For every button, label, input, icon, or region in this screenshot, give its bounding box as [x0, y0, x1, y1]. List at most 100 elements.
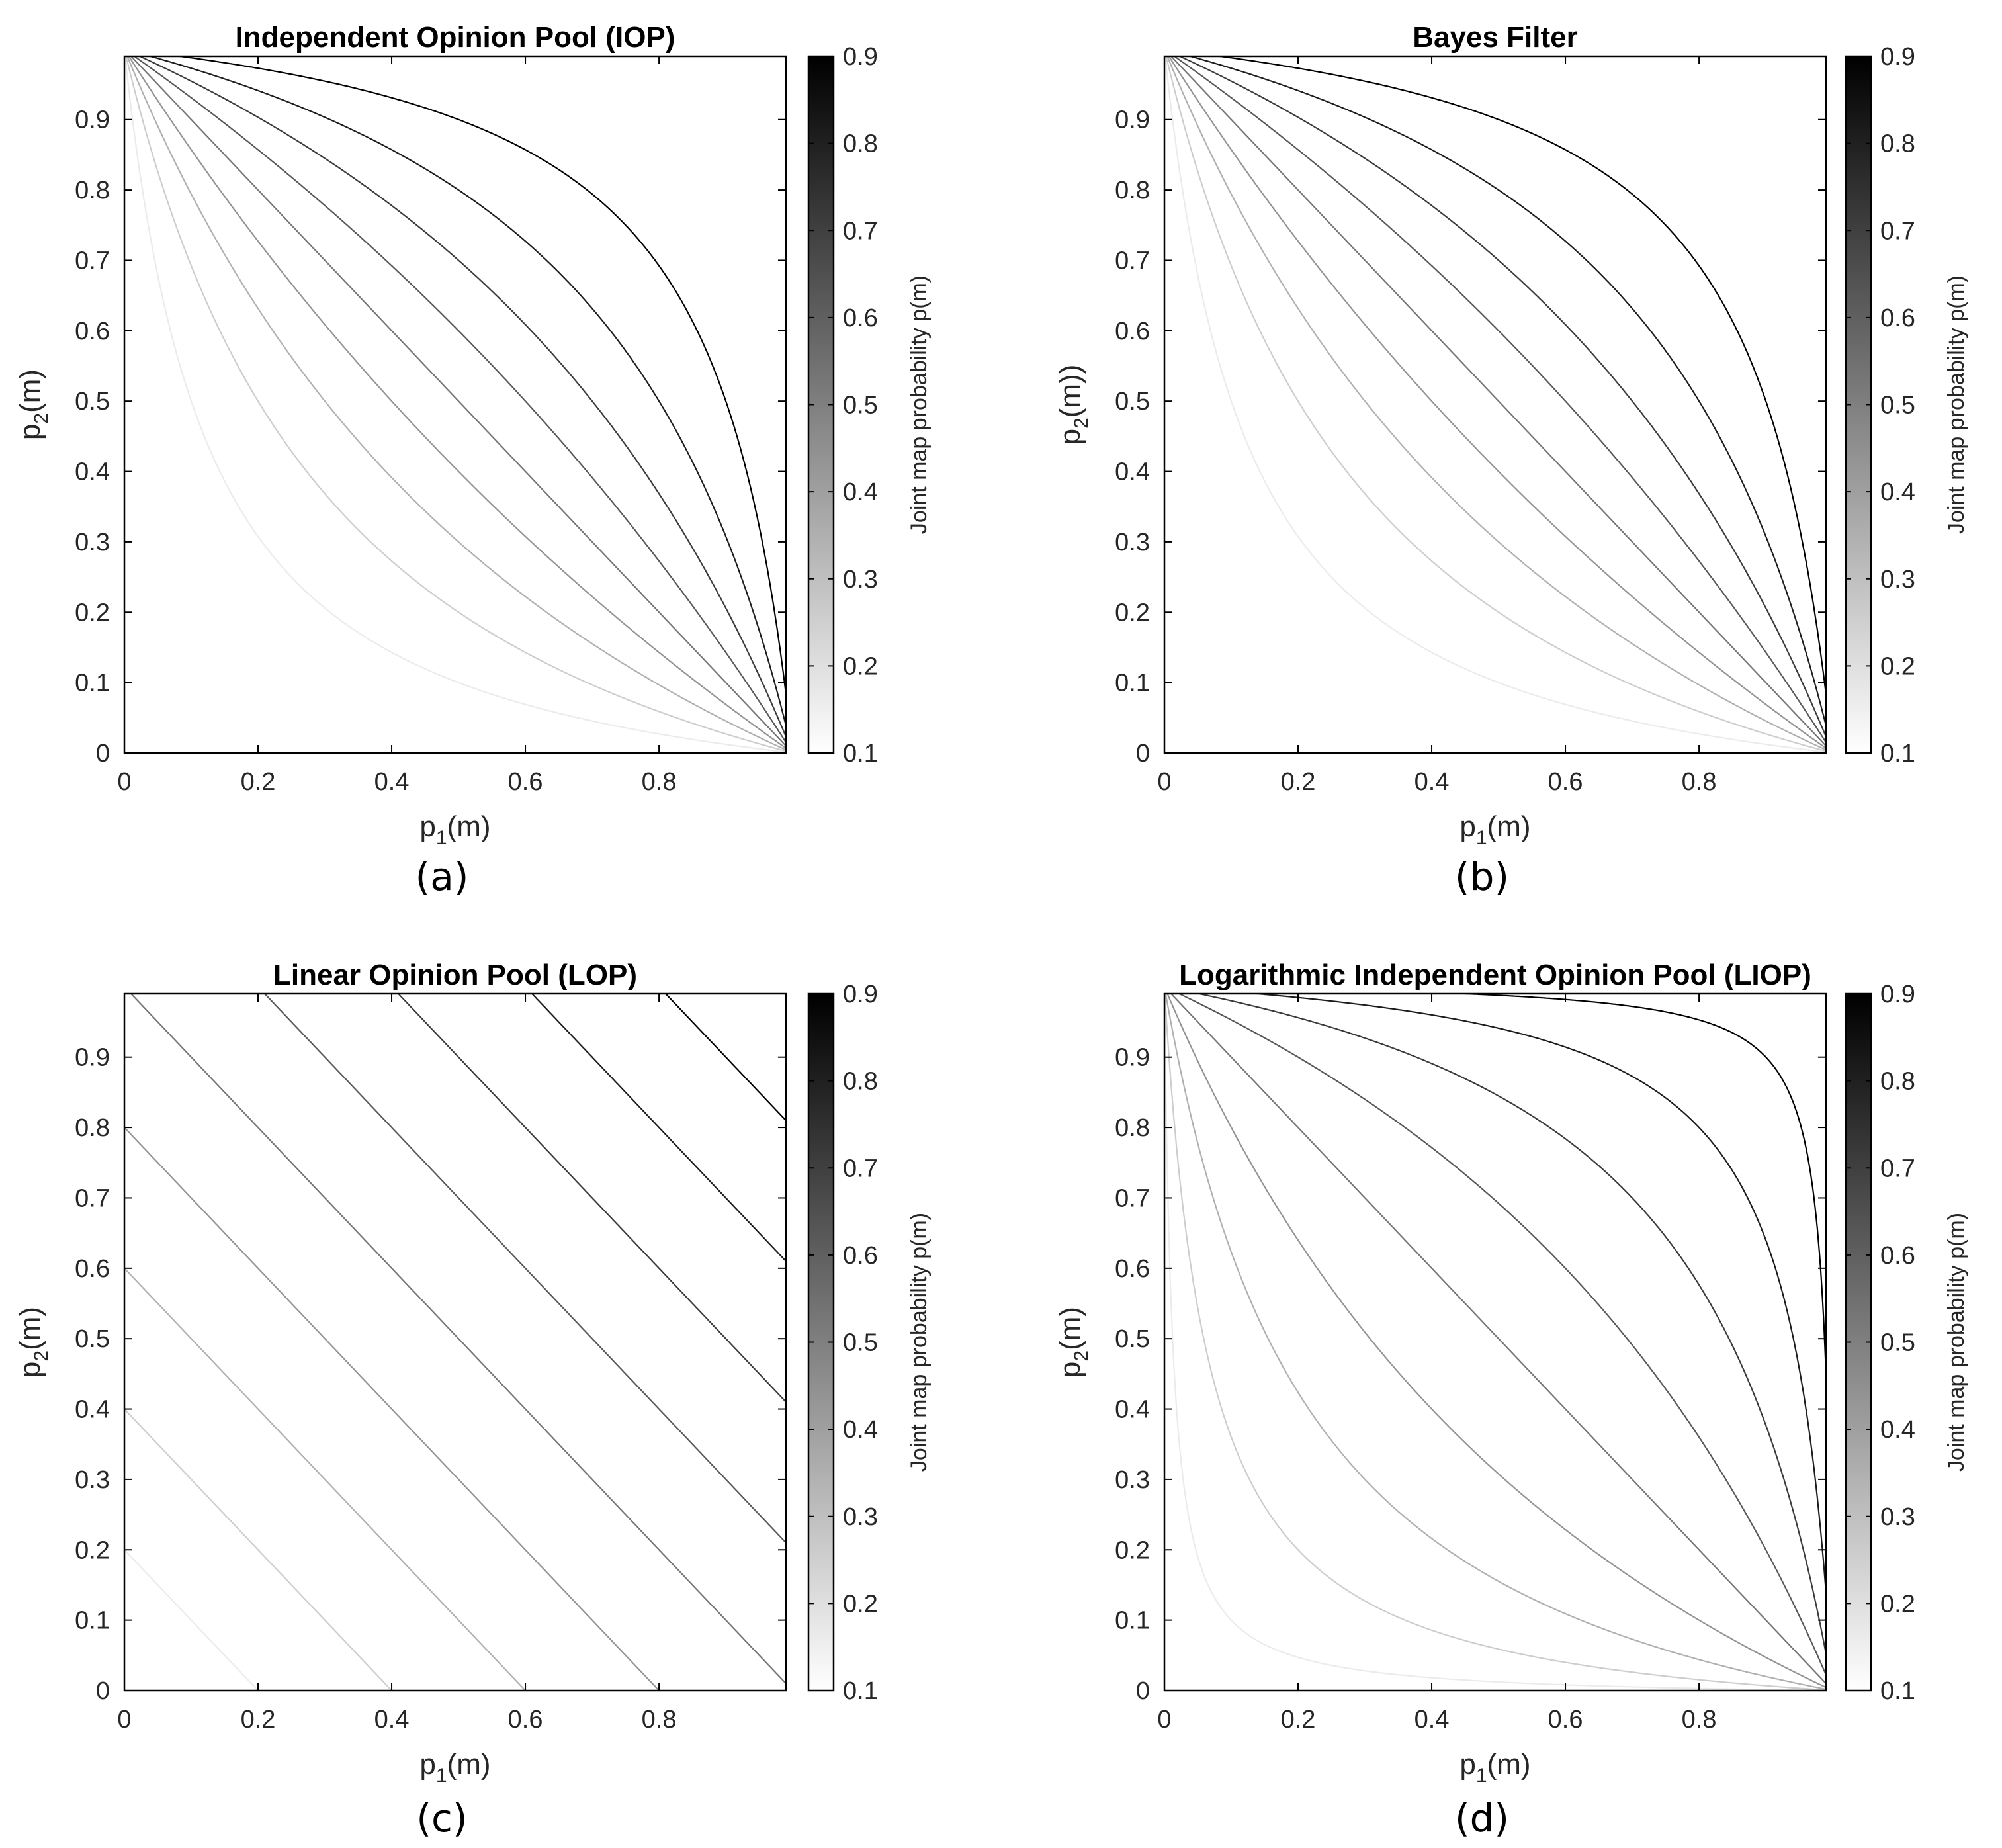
y-tick-label: 0.1	[1115, 670, 1150, 697]
x-tick-label: 0	[117, 768, 131, 796]
contour-line	[130, 994, 786, 1685]
colorbar-tick-label: 0.8	[1880, 1068, 1915, 1096]
contour-line	[1173, 56, 1826, 743]
contour-line	[124, 1549, 259, 1691]
x-tick-label: 0.8	[1682, 1706, 1717, 1734]
contour-line	[124, 1408, 392, 1691]
x-tick-label: 0.6	[508, 768, 543, 796]
y-tick-label: 0.1	[1115, 1607, 1150, 1635]
contour-group	[1164, 56, 1826, 753]
panel-label: (a)	[415, 854, 469, 899]
colorbar-tick-label: 0.2	[843, 1590, 878, 1618]
contour-line	[126, 56, 786, 751]
contour-line	[124, 1127, 659, 1691]
x-tick-label: 0	[1157, 1706, 1171, 1734]
colorbar-tick-label: 0.5	[843, 1329, 878, 1357]
panel-lop: 0 0.2 0.4 0.6 0.8 0 0.1 0.2 0.3 0.4 0.5 0.6 0.7 0.8 0.…	[14, 959, 932, 1841]
contour-line	[125, 56, 786, 752]
contour-line	[1166, 994, 1826, 1689]
contour-line	[133, 56, 786, 743]
x-tick-label: 0.6	[1548, 768, 1583, 796]
contour-line	[1168, 56, 1826, 749]
x-tick-label: 0.4	[374, 1706, 410, 1734]
colorbar-tick-label: 0.4	[843, 1416, 878, 1444]
y-tick-label: 0.9	[1115, 107, 1150, 134]
colorbar-tick-label: 0.7	[1880, 1155, 1915, 1182]
colorbar-tick-label: 0.4	[1880, 1416, 1915, 1444]
colorbar-tick-label: 0.6	[843, 304, 878, 332]
contour-line	[130, 56, 786, 747]
colorbar-tick-label: 0.3	[1880, 566, 1915, 594]
panel-liop: 0 0.2 0.4 0.6 0.8 0 0.1 0.2 0.3 0.4 0.5 0.6 0.7 0.8 0.…	[1054, 959, 1969, 1841]
x-axis-label: p1(m)	[419, 1748, 490, 1786]
colorbar-label: Joint map probability p(m)	[1944, 1213, 1969, 1472]
panel-label: (c)	[416, 1796, 467, 1841]
contour-line	[1170, 994, 1826, 1685]
y-tick-label: 0.3	[1115, 529, 1150, 556]
contour-line	[1196, 994, 1826, 1654]
y-tick-label: 0.6	[1115, 318, 1150, 345]
y-tick-label: 0.1	[75, 1607, 110, 1635]
colorbar-label: Joint map probability p(m)	[1944, 275, 1969, 534]
y-tick-label: 0.3	[75, 529, 110, 556]
axes-frame	[123, 992, 787, 1692]
x-tick-label: 0.4	[374, 768, 410, 796]
x-axis-label: p1(m)	[1459, 1748, 1530, 1786]
contour-line	[1164, 994, 1826, 1691]
x-tick-label: 0.8	[642, 1706, 677, 1734]
y-tick-label: 0	[1136, 1677, 1150, 1705]
contour-line	[1248, 994, 1826, 1593]
y-tick-label: 0	[1136, 740, 1150, 768]
contour-line	[1214, 56, 1826, 695]
panel-label: (d)	[1455, 1796, 1509, 1841]
y-tick-label: 0.7	[75, 247, 110, 275]
x-tick-label: 0.4	[1414, 768, 1450, 796]
contour-group	[124, 994, 786, 1691]
y-tick-label: 0.8	[75, 1114, 110, 1142]
colorbar-tick-label: 0.3	[843, 566, 878, 594]
contour-line	[664, 994, 786, 1122]
colorbar-tick-label: 0.9	[1880, 43, 1915, 71]
contour-line	[124, 56, 786, 753]
x-tick-label: 0.2	[241, 1706, 276, 1734]
colorbar-tick-label: 0.6	[1880, 1242, 1915, 1270]
x-tick-label: 0.2	[1281, 1706, 1316, 1734]
y-tick-label: 0.1	[75, 670, 110, 697]
chart-title: Bayes Filter	[1413, 21, 1577, 54]
y-tick-label: 0.2	[1115, 1536, 1150, 1564]
chart-title: Linear Opinion Pool (LOP)	[273, 959, 637, 991]
contour-line	[263, 994, 786, 1544]
axes-frame	[123, 55, 787, 754]
contour-line	[1166, 56, 1826, 751]
contour-line	[174, 56, 786, 695]
colorbar-tick-label: 0.9	[843, 43, 878, 71]
colorbar-tick-label: 0.4	[1880, 478, 1915, 506]
x-tick-label: 0.8	[1682, 768, 1717, 796]
y-tick-label: 0.5	[1115, 1325, 1150, 1353]
y-tick-label: 0.3	[1115, 1466, 1150, 1494]
x-tick-label: 0.8	[642, 768, 677, 796]
panel-iop: 0 0.2 0.4 0.6 0.8 0 0.1 0.2 0.3 0.4 0.5 0.6 0.7 0.8 0.…	[14, 21, 932, 899]
y-axis-label: p2(m))	[1054, 365, 1092, 445]
colorbar-tick-label: 0.1	[843, 740, 878, 768]
x-tick-label: 0.4	[1414, 1706, 1450, 1734]
y-tick-label: 0.9	[75, 1044, 110, 1072]
y-tick-label: 0.4	[1115, 459, 1150, 486]
y-tick-label: 0.9	[75, 107, 110, 134]
y-tick-label: 0.8	[1115, 1114, 1150, 1142]
y-tick-label: 0	[96, 1677, 110, 1705]
y-tick-label: 0.8	[75, 177, 110, 204]
y-tick-label: 0.7	[75, 1184, 110, 1212]
x-tick-label: 0.6	[508, 1706, 543, 1734]
y-axis-label: p2(m)	[14, 1307, 52, 1378]
contour-line	[1446, 994, 1826, 1374]
colorbar-tick-label: 0.4	[843, 478, 878, 506]
y-tick-label: 0.4	[75, 459, 110, 486]
x-tick-label: 0.2	[241, 768, 276, 796]
x-tick-label: 0.6	[1548, 1706, 1583, 1734]
y-tick-label: 0.7	[1115, 247, 1150, 275]
colorbar-tick-label: 0.9	[843, 981, 878, 1008]
colorbar-tick-label: 0.7	[843, 217, 878, 245]
y-axis-label: p2(m)	[14, 369, 52, 440]
